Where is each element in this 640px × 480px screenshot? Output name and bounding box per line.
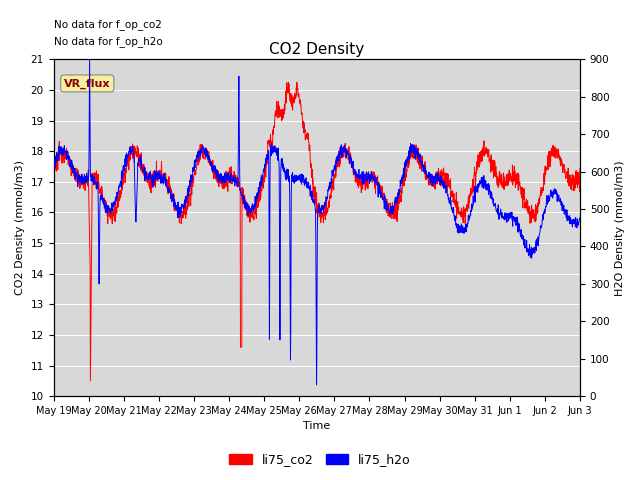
Title: CO2 Density: CO2 Density — [269, 42, 364, 57]
Legend: li75_co2, li75_h2o: li75_co2, li75_h2o — [224, 448, 416, 471]
Y-axis label: CO2 Density (mmol/m3): CO2 Density (mmol/m3) — [15, 160, 25, 295]
Y-axis label: H2O Density (mmol/m3): H2O Density (mmol/m3) — [615, 160, 625, 296]
Text: VR_flux: VR_flux — [64, 78, 111, 88]
Text: No data for f_op_h2o: No data for f_op_h2o — [54, 36, 163, 47]
X-axis label: Time: Time — [303, 421, 330, 432]
Text: No data for f_op_co2: No data for f_op_co2 — [54, 19, 161, 30]
